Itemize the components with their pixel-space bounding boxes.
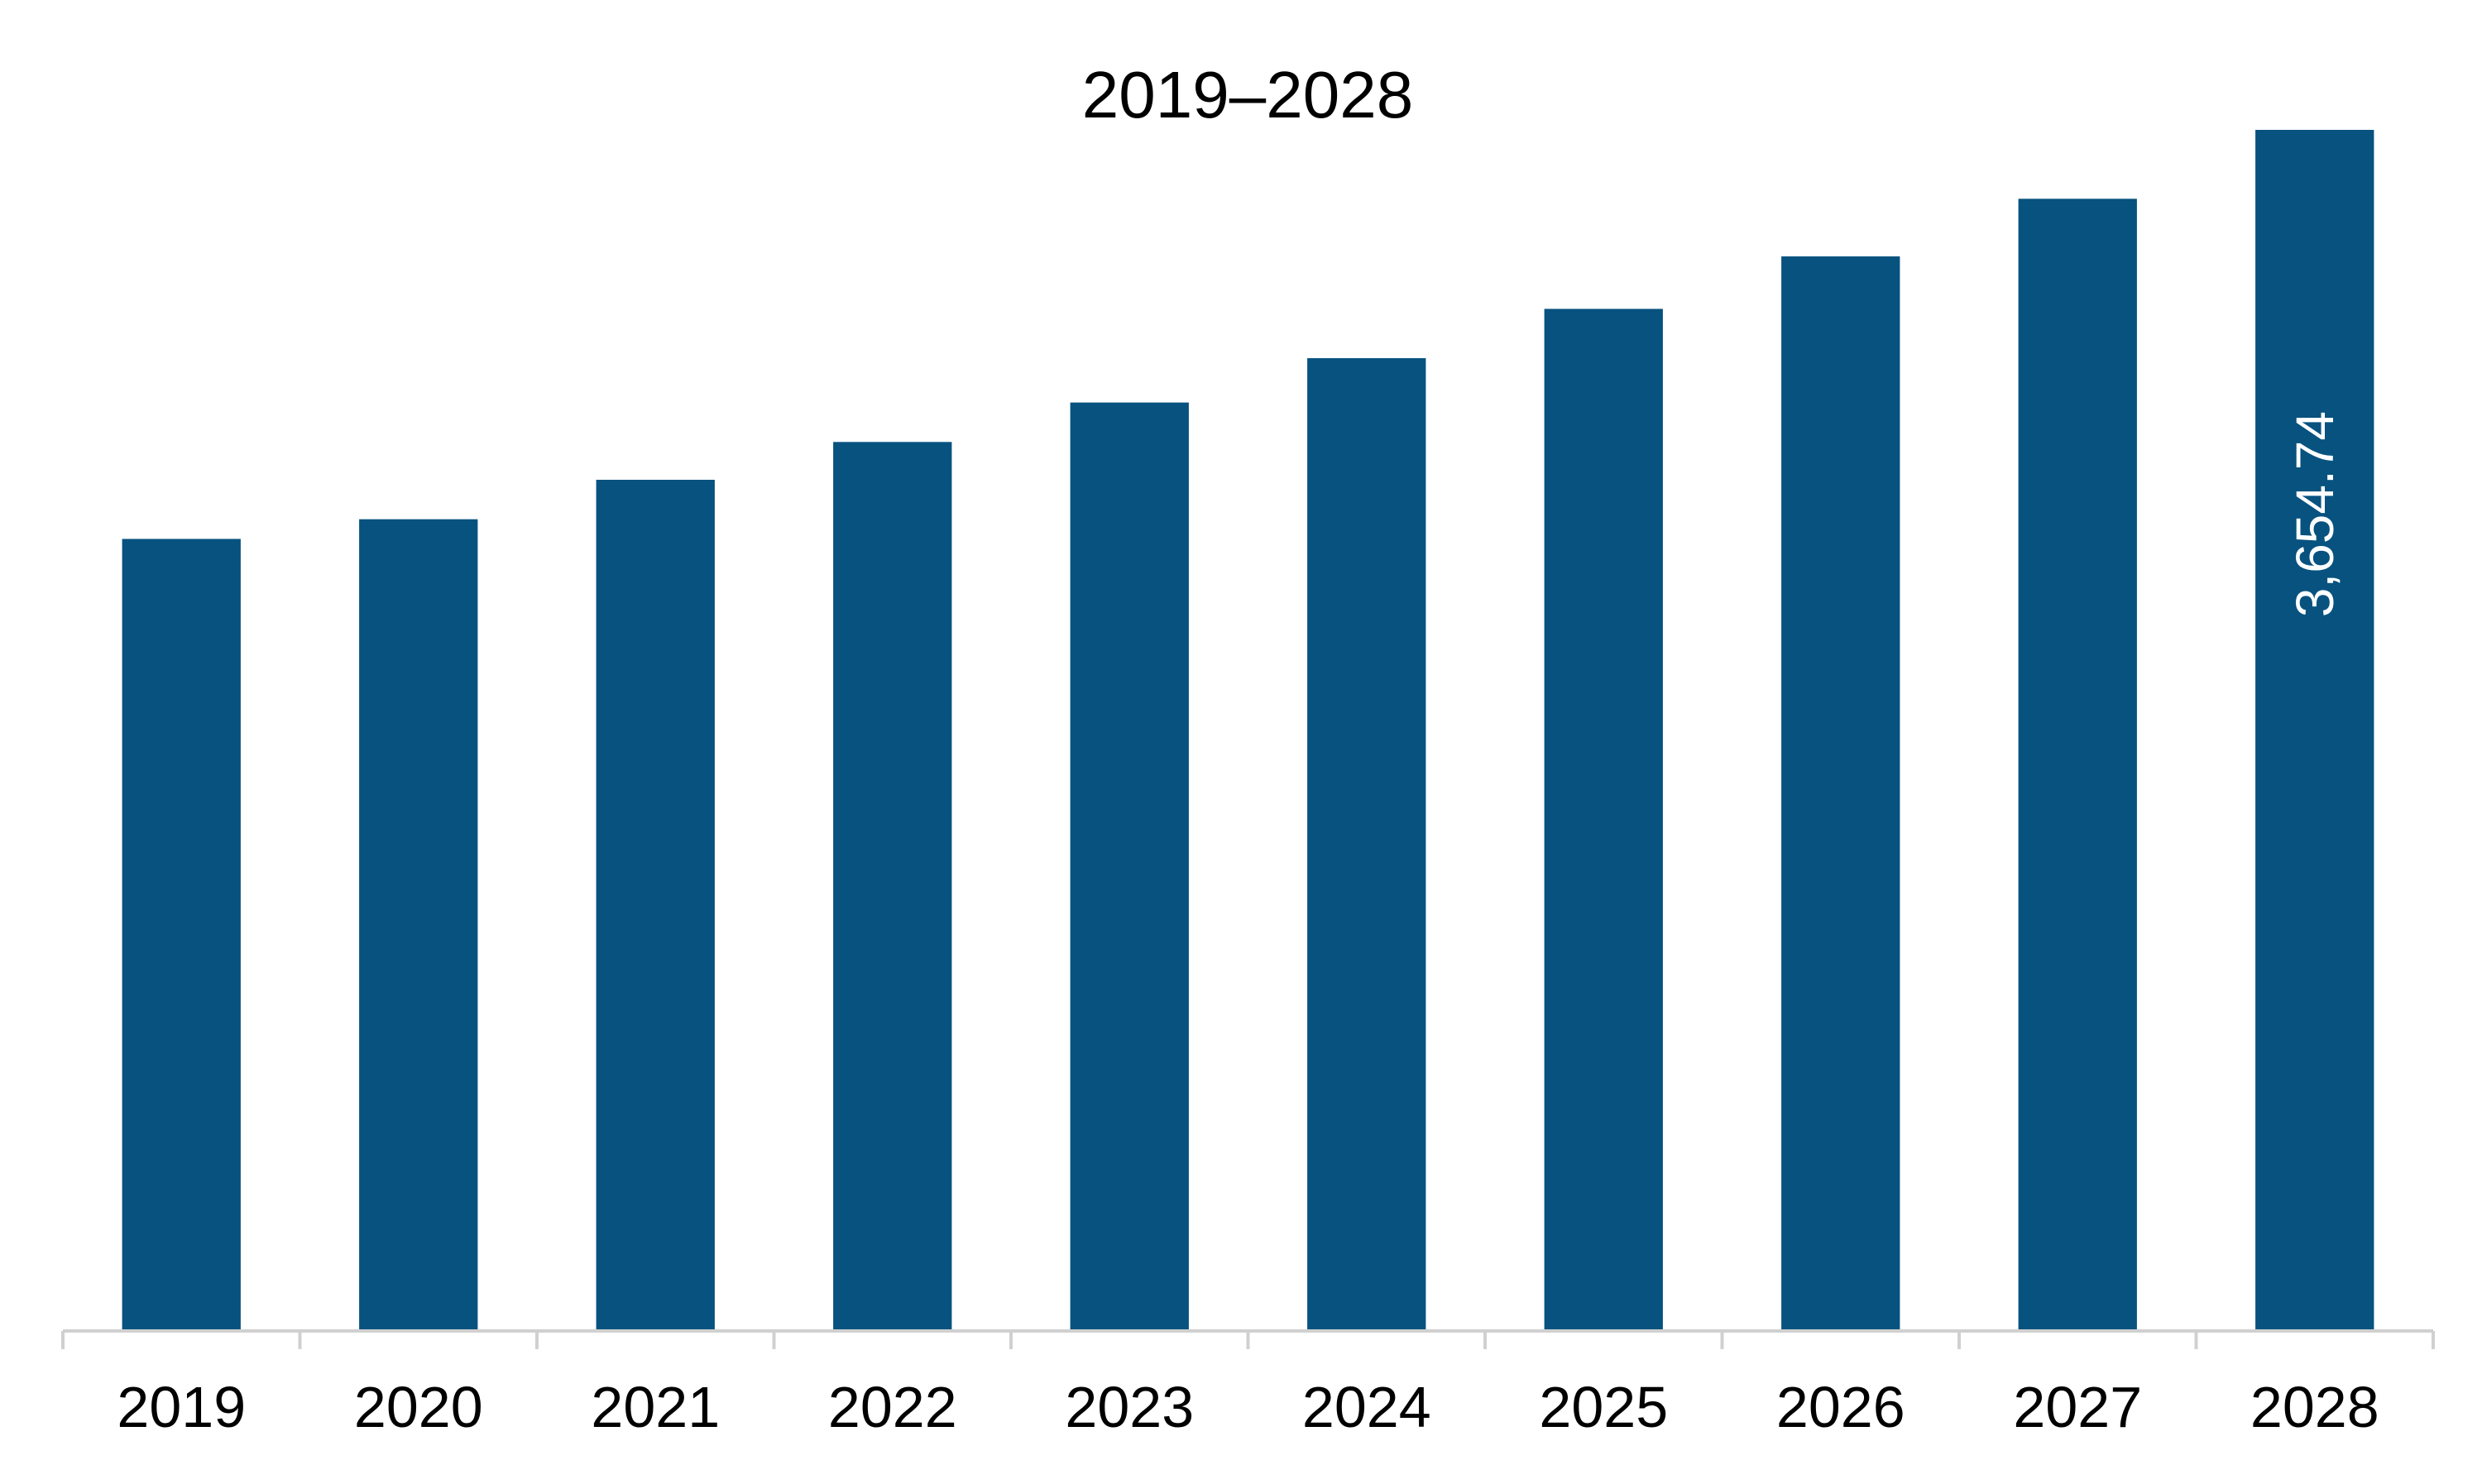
- data-labels-layer: 3,654.74: [2285, 411, 2345, 617]
- bar-2020: [359, 519, 478, 1331]
- bar-2021: [596, 480, 715, 1331]
- bar-2019: [122, 539, 241, 1331]
- bar-2025: [1544, 309, 1663, 1331]
- x-tick-label-2025: 2025: [1539, 1375, 1668, 1439]
- x-tick-label-2028: 2028: [2250, 1375, 2379, 1439]
- x-axis: 2019 2020 2021 2022 2023 2024 2025 2026 2027 2028: [61, 1329, 2435, 1439]
- x-tick-label-2020: 2020: [354, 1375, 483, 1439]
- x-tick-label-2026: 2026: [1776, 1375, 1905, 1439]
- chart-title: 2019–2028: [1082, 58, 1413, 132]
- x-tick-label-2022: 2022: [828, 1375, 957, 1439]
- bar-2026: [1781, 256, 1900, 1331]
- data-label-2028: 3,654.74: [2285, 411, 2345, 617]
- bar-2028: [2255, 130, 2374, 1331]
- x-tick-label-2021: 2021: [591, 1375, 720, 1439]
- x-tick-label-2019: 2019: [117, 1375, 246, 1439]
- x-tick-label-2027: 2027: [2013, 1375, 2142, 1439]
- x-tick-label-2024: 2024: [1302, 1375, 1431, 1439]
- bars-layer: [122, 130, 2374, 1332]
- x-tick-label-2023: 2023: [1065, 1375, 1194, 1439]
- bar-2027: [2018, 199, 2137, 1331]
- bar-2023: [1070, 402, 1189, 1332]
- bar-2022: [833, 442, 952, 1331]
- bar-2024: [1307, 358, 1426, 1331]
